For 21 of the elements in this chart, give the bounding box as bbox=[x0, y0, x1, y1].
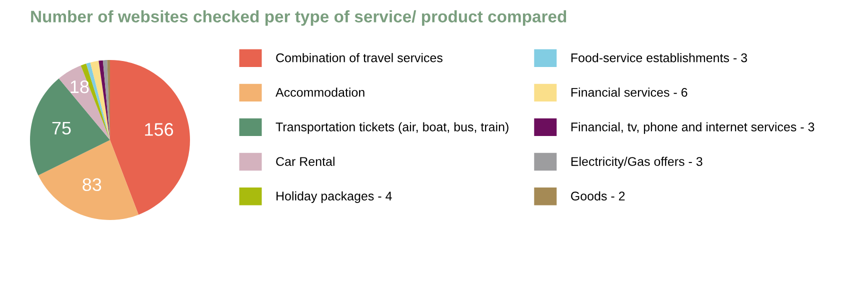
data-label: 18 bbox=[70, 80, 89, 94]
legend-label: Holiday packages - 4 bbox=[276, 191, 392, 203]
legend-label: Financial services - 6 bbox=[571, 88, 688, 97]
data-label: 75 bbox=[52, 122, 71, 135]
pie-slice bbox=[38, 140, 139, 220]
pie-slice bbox=[102, 60, 110, 140]
legend-label: Car Rental bbox=[276, 156, 334, 166]
pie-slice bbox=[98, 60, 110, 140]
data-label: 83 bbox=[82, 178, 102, 192]
legend-label: Food-service establishments - 3 bbox=[571, 53, 747, 62]
legend-label: Electricity/Gas offers - 3 bbox=[571, 156, 702, 168]
data-label: 156 bbox=[145, 123, 174, 136]
legend-label: Transportation tickets (air, boat, bus, train) bbox=[276, 122, 508, 134]
pie-slice bbox=[30, 78, 110, 176]
pie-slice bbox=[110, 60, 190, 215]
legend-label: Accommodation bbox=[276, 88, 364, 97]
legend-label: Combination of travel services bbox=[276, 53, 442, 62]
legend-label: Goods - 2 bbox=[571, 191, 625, 200]
legend-label: Financial, tv, phone and internet services - 3 bbox=[571, 122, 814, 134]
pie-slice bbox=[90, 60, 110, 140]
chart-title: Number of websites checked per type of service/ product compared bbox=[31, 10, 566, 26]
